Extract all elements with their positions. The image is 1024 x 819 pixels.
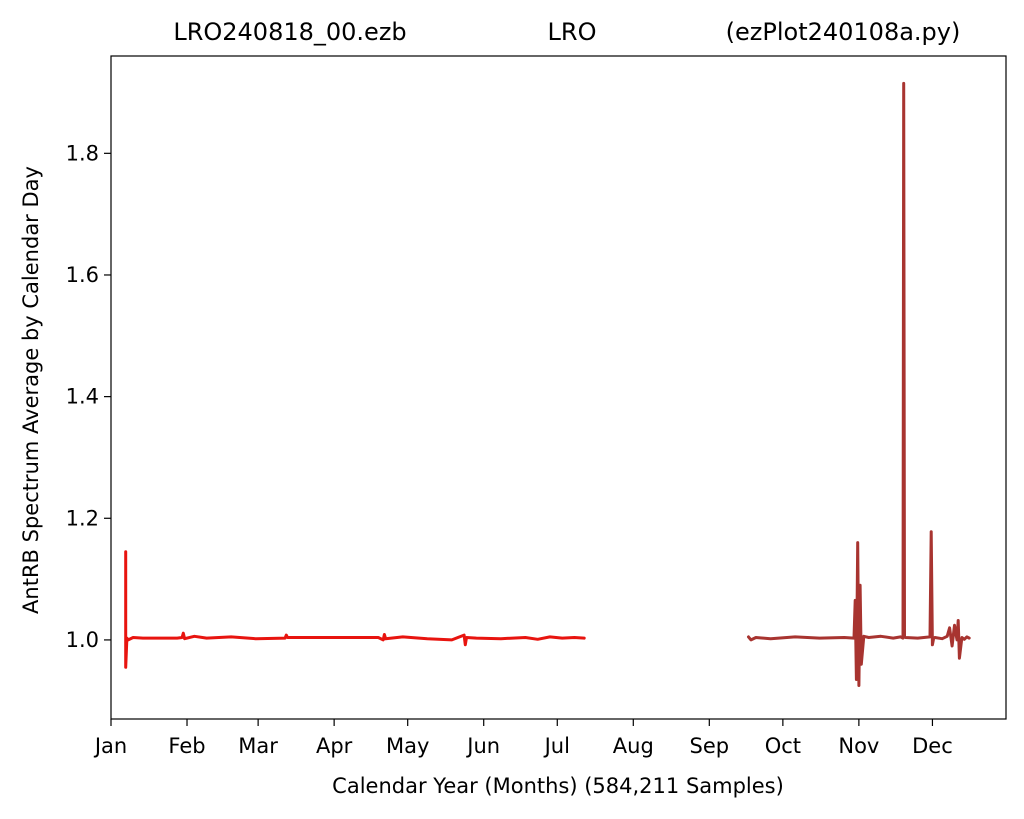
chart-title-left: LRO240818_00.ezb <box>173 18 406 46</box>
series-line-2 <box>747 81 971 687</box>
y-tick-label: 1.8 <box>66 141 99 165</box>
chart-title-center: LRO <box>548 18 597 46</box>
x-tick-label: Nov <box>838 734 879 758</box>
x-tick-label: Dec <box>912 734 953 758</box>
y-tick-label: 1.2 <box>66 506 99 530</box>
y-axis-label: AntRB Spectrum Average by Calendar Day <box>19 166 43 614</box>
x-tick-label: May <box>386 734 429 758</box>
x-tick-label: Aug <box>613 734 654 758</box>
x-axis-label: Calendar Year (Months) (584,211 Samples) <box>332 774 784 798</box>
x-tick-label: Mar <box>238 734 278 758</box>
y-tick-label: 1.0 <box>66 628 99 652</box>
x-axis: Jan Feb Mar Apr May Jun Jul Aug Sep Oct Nov Dec <box>93 719 953 758</box>
chart-title-right: (ezPlot240108a.py) <box>726 18 961 46</box>
x-tick-label: Jun <box>465 734 500 758</box>
x-tick-label: Jul <box>543 734 570 758</box>
x-tick-label: Feb <box>168 734 205 758</box>
x-tick-label: Jan <box>93 734 127 758</box>
plot-frame <box>110 55 1007 720</box>
series-line-1 <box>124 550 586 669</box>
y-tick-label: 1.6 <box>66 263 99 287</box>
x-tick-label: Sep <box>690 734 730 758</box>
y-tick-label: 1.4 <box>66 385 99 409</box>
x-tick-label: Apr <box>316 734 353 758</box>
y-axis: 1.0 1.2 1.4 1.6 1.8 <box>66 141 111 652</box>
x-tick-label: Oct <box>765 734 801 758</box>
series-layer <box>124 81 971 687</box>
